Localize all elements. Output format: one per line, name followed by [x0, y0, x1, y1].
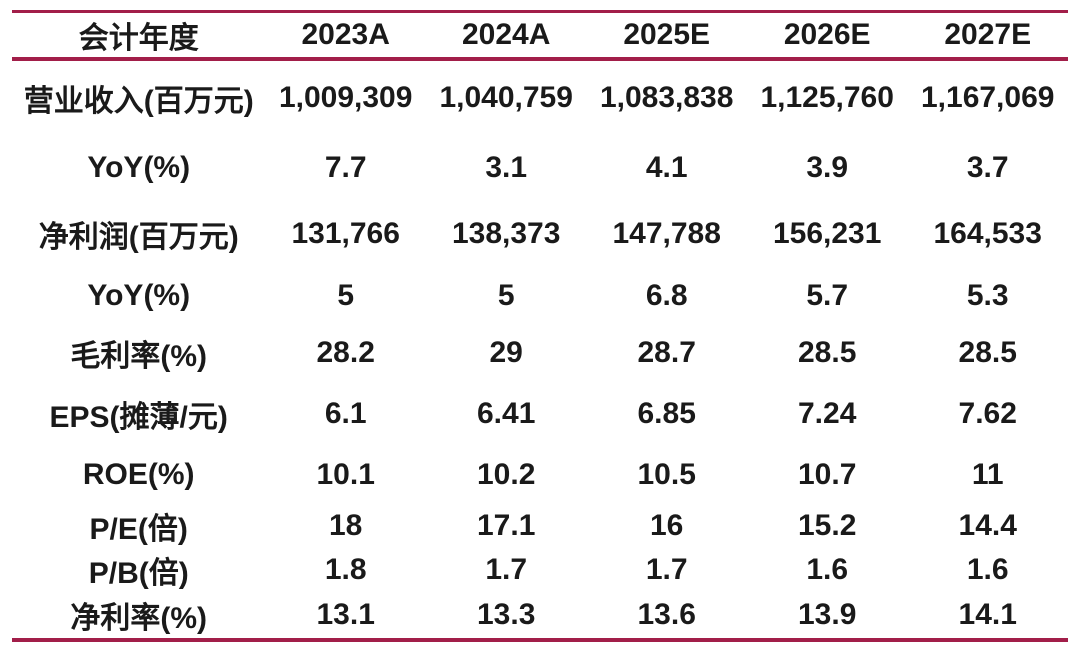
- cell-value: 28.2: [316, 335, 375, 369]
- row-label: ROE(%): [82, 458, 195, 491]
- column-header-2024a: 2024A: [425, 11, 587, 61]
- cell-value: 138,373: [451, 217, 561, 250]
- cell-value: 15.2: [797, 508, 857, 542]
- cell-value: 5.3: [966, 278, 1009, 312]
- table-row: 毛利率(%) 28.2 29 28.7 28.5 28.5: [12, 324, 1068, 381]
- cell-value: 7.62: [958, 397, 1017, 430]
- cell-value: 4.1: [645, 151, 688, 184]
- cell-value: 1.6: [966, 553, 1009, 586]
- row-label: YoY(%): [87, 151, 191, 184]
- cell-value: 1.7: [485, 553, 528, 586]
- cell-value: 1,125,760: [760, 81, 894, 114]
- cell-value: 1,040,759: [439, 81, 573, 114]
- cell-value: 3.9: [806, 151, 849, 184]
- table-body: 营业收入(百万元) 1,009,309 1,040,759 1,083,838 1,12…: [12, 59, 1068, 640]
- cell-value: 1.6: [806, 553, 849, 586]
- cell-value: 28.5: [958, 335, 1017, 369]
- row-label: 净利率(%): [70, 602, 208, 635]
- cell-value: 29: [489, 335, 523, 369]
- cell-value: 5: [337, 278, 355, 312]
- table-row: 净利率(%) 13.1 13.3 13.6 13.9 14.1: [12, 592, 1068, 640]
- cell-value: 3.7: [966, 151, 1009, 184]
- cell-value: 3.1: [485, 151, 528, 184]
- column-header-2025e: 2025E: [586, 11, 747, 61]
- cell-value: 1.7: [645, 553, 688, 586]
- cell-value: 10.5: [637, 458, 696, 491]
- cell-value: 1.8: [324, 553, 367, 586]
- column-header-2026e: 2026E: [746, 11, 908, 61]
- cell-value: 7.24: [797, 397, 857, 430]
- cell-value: 10.2: [476, 458, 536, 491]
- table-row: YoY(%) 5 5 6.8 5.7 5.3: [12, 267, 1068, 324]
- cell-value: 13.3: [476, 598, 536, 631]
- cell-value: 6.41: [476, 397, 536, 430]
- cell-value: 6.8: [645, 278, 688, 312]
- cell-value: 17.1: [476, 508, 536, 542]
- column-header-2023a: 2023A: [265, 11, 426, 61]
- cell-value: 28.5: [797, 335, 857, 369]
- cell-value: 7.7: [324, 151, 367, 184]
- row-label: P/B(倍): [88, 557, 189, 590]
- financial-summary-sheet: 会计年度 2023A 2024A 2025E 2026E 2027E 营业收入(…: [12, 10, 1068, 642]
- cell-value: 5.7: [806, 278, 849, 312]
- table-row: P/E(倍) 18 17.1 16 15.2 14.4: [12, 503, 1068, 548]
- cell-value: 164,533: [933, 217, 1042, 250]
- financial-summary-table: 会计年度 2023A 2024A 2025E 2026E 2027E 营业收入(…: [12, 10, 1068, 642]
- row-label: YoY(%): [87, 278, 191, 312]
- cell-value: 5: [497, 278, 515, 312]
- table-row: P/B(倍) 1.8 1.7 1.7 1.6 1.6: [12, 548, 1068, 592]
- cell-value: 1,167,069: [920, 81, 1055, 114]
- cell-value: 131,766: [291, 217, 400, 250]
- table-header: 会计年度 2023A 2024A 2025E 2026E 2027E: [12, 11, 1068, 61]
- cell-value: 10.7: [797, 458, 857, 491]
- column-header-fiscal-year: 会计年度: [12, 11, 266, 61]
- column-header-2027e: 2027E: [907, 11, 1068, 61]
- cell-value: 156,231: [772, 217, 882, 250]
- cell-value: 147,788: [612, 217, 721, 250]
- cell-value: 6.85: [637, 397, 696, 430]
- table-row: 净利润(百万元) 131,766 138,373 147,788 156,231 164,…: [12, 201, 1068, 267]
- row-label: 毛利率(%): [70, 339, 208, 373]
- row-label: EPS(摊薄/元): [49, 401, 228, 434]
- cell-value: 1,009,309: [278, 81, 413, 114]
- cell-value: 28.7: [637, 335, 696, 369]
- table-row: 营业收入(百万元) 1,009,309 1,040,759 1,083,838 1,12…: [12, 59, 1068, 135]
- cell-value: 10.1: [316, 458, 375, 491]
- cell-value: 6.1: [324, 397, 367, 430]
- table-row: ROE(%) 10.1 10.2 10.5 10.7 11: [12, 447, 1068, 503]
- table-row: YoY(%) 7.7 3.1 4.1 3.9 3.7: [12, 135, 1068, 201]
- cell-value: 14.1: [958, 598, 1017, 631]
- cell-value: 1,083,838: [599, 81, 734, 114]
- cell-value: 18: [329, 508, 363, 542]
- cell-value: 13.6: [637, 598, 696, 631]
- cell-value: 11: [971, 458, 1004, 491]
- cell-value: 13.9: [797, 598, 857, 631]
- cell-value: 13.1: [316, 598, 375, 631]
- row-label: 净利润(百万元): [38, 221, 239, 254]
- cell-value: 16: [650, 508, 684, 542]
- cell-value: 14.4: [958, 508, 1017, 542]
- row-label: P/E(倍): [89, 512, 188, 546]
- table-row: EPS(摊薄/元) 6.1 6.41 6.85 7.24 7.62: [12, 381, 1068, 447]
- header-row: 会计年度 2023A 2024A 2025E 2026E 2027E: [12, 11, 1068, 61]
- row-label: 营业收入(百万元): [23, 85, 254, 118]
